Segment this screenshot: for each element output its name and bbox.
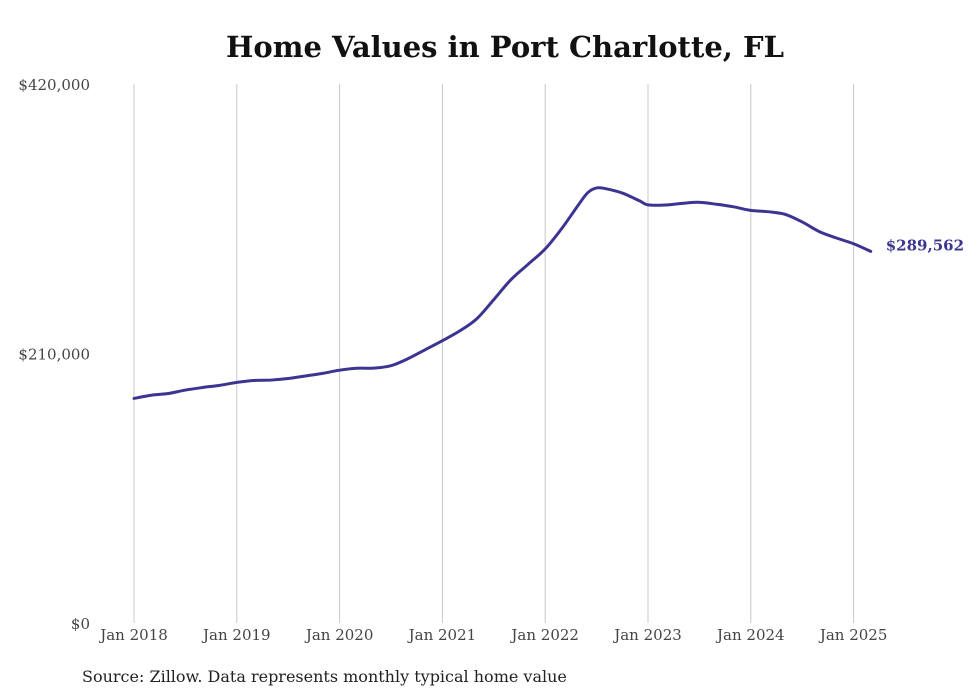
x-tick-label: Jan 2019 bbox=[201, 626, 271, 644]
x-tick-label: Jan 2020 bbox=[304, 626, 374, 644]
x-tick-label: Jan 2024 bbox=[715, 626, 785, 644]
y-axis-ticks: $0 $210,000 $420,000 bbox=[18, 76, 90, 633]
gridlines bbox=[133, 84, 855, 623]
series-line-0 bbox=[132, 186, 873, 400]
end-value-label: $289,562 bbox=[886, 236, 964, 254]
x-tick-label: Jan 2018 bbox=[98, 626, 168, 644]
x-tick-label: Jan 2022 bbox=[509, 626, 579, 644]
x-tick-label: Jan 2023 bbox=[612, 626, 682, 644]
y-tick-label: $420,000 bbox=[18, 76, 90, 94]
series-layer: $289,562 bbox=[132, 186, 964, 400]
y-tick-label: $0 bbox=[71, 615, 90, 633]
y-tick-label: $210,000 bbox=[18, 346, 90, 364]
source-note: Source: Zillow. Data represents monthly … bbox=[82, 667, 567, 686]
x-axis-ticks: Jan 2018 Jan 2019 Jan 2020 Jan 2021 Jan 2022… bbox=[98, 626, 887, 644]
x-tick-label: Jan 2021 bbox=[407, 626, 477, 644]
x-tick-label: Jan 2025 bbox=[818, 626, 888, 644]
chart-title: Home Values in Port Charlotte, FL bbox=[226, 30, 784, 64]
